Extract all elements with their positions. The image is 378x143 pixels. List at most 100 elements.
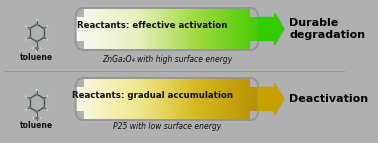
Bar: [198, 78, 199, 120]
Bar: [192, 78, 193, 120]
Circle shape: [46, 38, 48, 41]
Bar: [152, 8, 153, 50]
Bar: [122, 78, 124, 120]
Bar: [254, 78, 255, 120]
Bar: [204, 8, 205, 50]
Bar: [147, 8, 148, 50]
Bar: [87, 78, 88, 120]
Bar: [220, 8, 222, 50]
Bar: [85, 78, 86, 120]
Bar: [180, 8, 181, 50]
Bar: [152, 78, 153, 120]
Bar: [121, 78, 122, 120]
Bar: [220, 78, 222, 120]
Bar: [189, 8, 190, 50]
Bar: [190, 78, 191, 120]
Bar: [218, 8, 220, 50]
Text: Deactivation: Deactivation: [290, 94, 369, 104]
Bar: [113, 8, 115, 50]
Bar: [91, 8, 93, 50]
Bar: [96, 8, 97, 50]
Circle shape: [46, 95, 48, 98]
Circle shape: [36, 47, 38, 50]
Bar: [116, 8, 117, 50]
Bar: [246, 78, 247, 120]
Bar: [235, 8, 236, 50]
Text: Reactants: gradual accumulation: Reactants: gradual accumulation: [72, 91, 233, 100]
Bar: [223, 8, 225, 50]
Bar: [175, 78, 176, 120]
Bar: [200, 78, 201, 120]
Bar: [187, 8, 188, 50]
Bar: [164, 78, 166, 120]
Bar: [77, 8, 79, 50]
Bar: [203, 78, 204, 120]
Bar: [106, 78, 107, 120]
Bar: [104, 8, 105, 50]
Bar: [161, 8, 163, 50]
Bar: [96, 78, 98, 120]
Text: ZnGa₂O₄ with high surface energy: ZnGa₂O₄ with high surface energy: [102, 55, 232, 64]
Bar: [186, 78, 187, 120]
Bar: [105, 78, 106, 120]
Bar: [246, 8, 248, 50]
Bar: [164, 8, 165, 50]
Bar: [202, 78, 203, 120]
Bar: [198, 8, 199, 50]
Bar: [212, 8, 214, 50]
Bar: [98, 78, 99, 120]
Bar: [158, 8, 159, 50]
Circle shape: [36, 93, 38, 96]
Bar: [141, 78, 143, 120]
Bar: [254, 8, 256, 50]
Bar: [144, 8, 146, 50]
Bar: [128, 8, 129, 50]
Bar: [156, 8, 157, 50]
Bar: [245, 8, 246, 50]
Bar: [188, 78, 189, 120]
Bar: [135, 78, 136, 120]
Bar: [228, 78, 229, 120]
Bar: [249, 78, 250, 120]
Bar: [206, 78, 208, 120]
Bar: [220, 8, 221, 50]
Bar: [217, 8, 218, 50]
Bar: [116, 8, 118, 50]
Bar: [124, 78, 125, 120]
Bar: [131, 78, 132, 120]
Bar: [231, 8, 232, 50]
Bar: [238, 8, 239, 50]
Bar: [82, 8, 84, 50]
Bar: [118, 78, 119, 120]
Bar: [95, 78, 96, 120]
Bar: [104, 78, 105, 120]
Bar: [194, 8, 195, 50]
Bar: [180, 78, 181, 120]
Bar: [191, 78, 192, 120]
Bar: [204, 78, 206, 120]
Bar: [181, 78, 182, 120]
Bar: [242, 78, 243, 120]
Bar: [141, 78, 142, 120]
Bar: [135, 8, 136, 50]
Bar: [181, 78, 183, 120]
Bar: [79, 8, 80, 50]
Bar: [165, 78, 166, 120]
Bar: [198, 78, 200, 120]
Bar: [136, 78, 137, 120]
Bar: [180, 78, 181, 120]
Bar: [235, 8, 237, 50]
Bar: [175, 8, 177, 50]
Bar: [107, 78, 108, 120]
Bar: [167, 78, 168, 120]
Bar: [175, 8, 176, 50]
Bar: [169, 8, 170, 50]
Bar: [212, 78, 213, 120]
Bar: [162, 78, 163, 120]
Bar: [187, 8, 189, 50]
Bar: [200, 8, 201, 50]
Bar: [112, 8, 113, 50]
Bar: [204, 78, 205, 120]
Bar: [231, 8, 232, 50]
Bar: [141, 8, 142, 50]
